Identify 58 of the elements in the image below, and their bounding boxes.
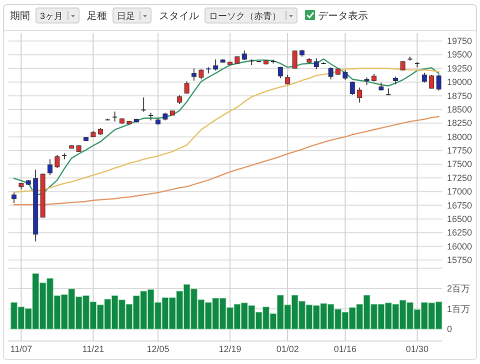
x-tick-label: 12/19 (218, 344, 242, 354)
x-tick-label: 11/07 (10, 344, 32, 354)
candlestick (62, 152, 68, 160)
y-tick-label: 16500 (447, 214, 472, 224)
y-tick-label: 18000 (447, 132, 472, 142)
y-tick-label: 0 (447, 324, 452, 334)
y-tick-label: 18250 (447, 118, 472, 128)
x-tick-label: 12/05 (146, 344, 170, 354)
y-tick-label: 16750 (447, 200, 472, 210)
text: 日足 (117, 11, 136, 21)
x-tick-label: 01/30 (406, 344, 428, 354)
line-series (13, 116, 440, 206)
y-tick-label: 19750 (447, 36, 472, 46)
candlestick (342, 70, 348, 80)
candlestick (429, 74, 434, 90)
y-tick-label: 17750 (447, 146, 472, 156)
candlestick (350, 81, 355, 96)
y-tick-label: 18500 (447, 104, 472, 114)
candlestick (292, 50, 298, 70)
y-tick-label: 17500 (447, 159, 472, 170)
candlestick (184, 80, 190, 94)
candlestick (192, 68, 196, 82)
candlestick (112, 111, 118, 122)
text: 期間 (10, 10, 30, 22)
x-tick-label: 01/16 (334, 344, 356, 354)
candlestick (436, 74, 442, 92)
y-tick-label: 17000 (447, 186, 472, 197)
x-tick-label: 01/02 (276, 344, 299, 354)
candlestick (54, 154, 60, 169)
y-tick-label: 2百万 (447, 284, 470, 294)
y-tick-label: 17250 (447, 172, 472, 183)
y-tick-label: 1百万 (447, 304, 470, 314)
y-tick-label: 19000 (447, 77, 472, 88)
x-tick-label: 11/21 (82, 344, 104, 354)
candlestick (198, 68, 204, 80)
y-tick-label: 19500 (447, 50, 472, 60)
candlestick (213, 58, 218, 72)
y-tick-label: 19250 (447, 63, 472, 74)
candlestick (48, 158, 52, 176)
candlestick (422, 72, 427, 84)
candlestick (357, 87, 362, 104)
candlestick (285, 74, 290, 85)
text: データ表示 (318, 10, 368, 22)
y-tick-label: 15750 (447, 255, 472, 265)
y-tick-label: 18750 (447, 90, 472, 101)
y-tick-label: 16000 (447, 241, 472, 252)
candlestick (140, 96, 146, 112)
text: 足種 (87, 11, 108, 22)
text: 3ヶ月 (40, 11, 64, 21)
candlestick (314, 58, 319, 70)
candlestick (242, 50, 247, 61)
candlestick (148, 112, 154, 121)
candlestick (12, 192, 16, 204)
text: スタイル (159, 11, 200, 22)
candlestick (278, 66, 283, 79)
candlestick (328, 66, 334, 80)
y-tick-label: 16250 (447, 228, 472, 238)
text: ローソク（赤青） (209, 11, 282, 21)
